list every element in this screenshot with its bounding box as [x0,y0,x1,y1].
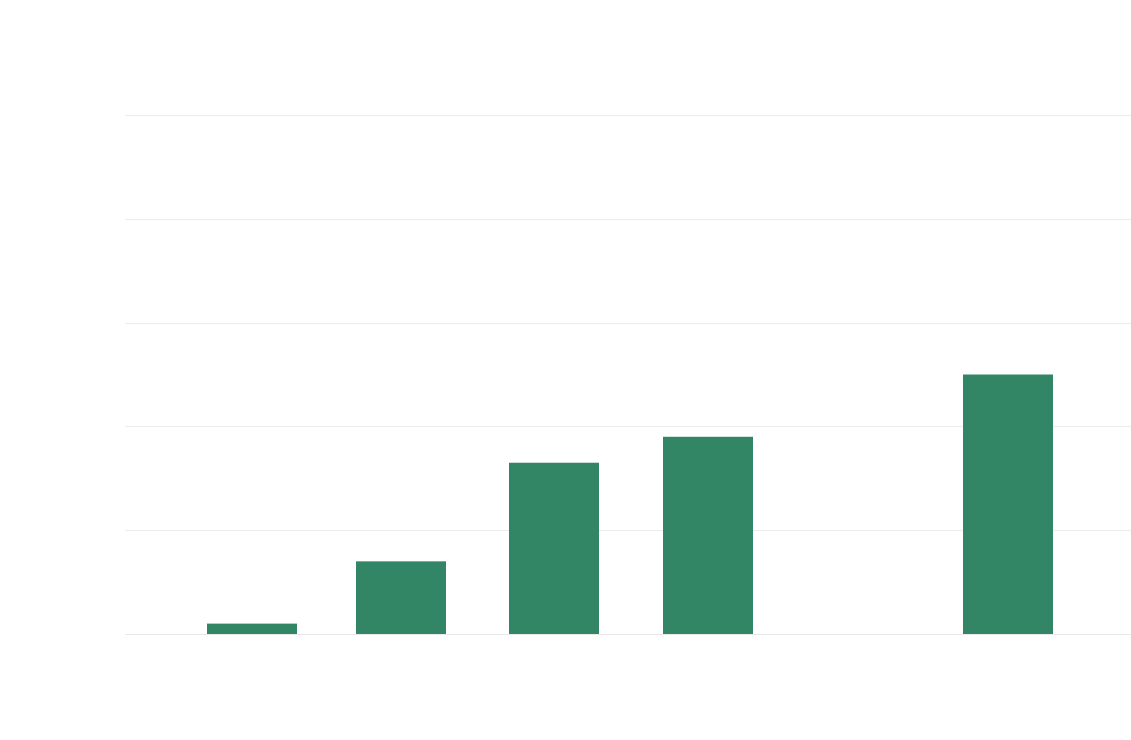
bar [663,436,753,634]
grid-layer [125,115,1131,635]
bar-layer [207,374,1053,634]
bar [509,462,599,634]
bar [207,623,297,634]
bar [963,374,1053,634]
bar [356,561,446,634]
